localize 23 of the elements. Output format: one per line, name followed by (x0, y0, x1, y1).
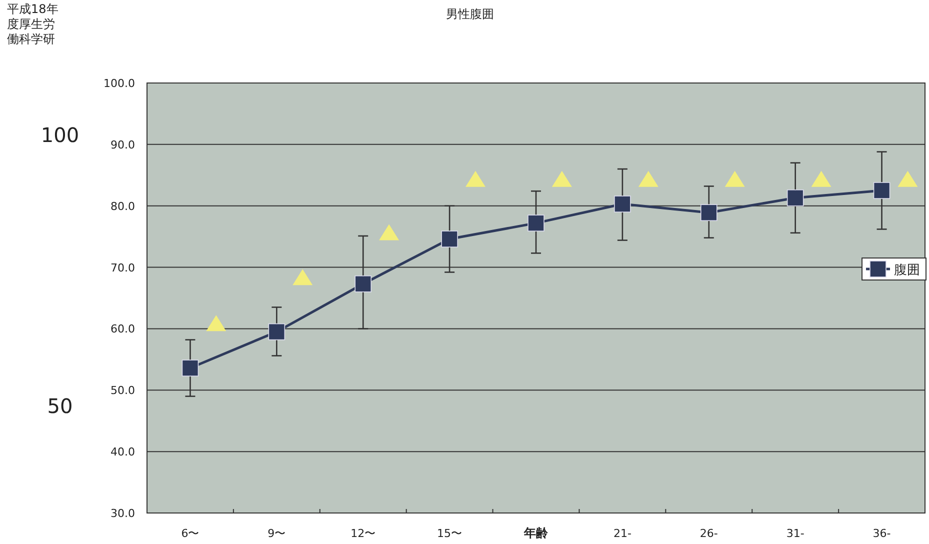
x-axis-title: 年齢 (523, 526, 549, 540)
text: 50 (47, 394, 73, 418)
y-tick-label: 30.0 (110, 507, 135, 520)
y-tick-label: 90.0 (110, 138, 135, 152)
y-tick-label: 70.0 (110, 261, 135, 274)
text: 平成18年度厚生労働科学研 (7, 2, 58, 46)
legend: 腹囲 (862, 258, 926, 280)
chart-title: 男性腹囲 (446, 7, 494, 21)
y-tick-label: 40.0 (110, 446, 135, 459)
y-tick-label: 50.0 (110, 384, 135, 398)
x-tick-label: 6〜 (181, 527, 200, 540)
x-tick-label: 31- (786, 527, 804, 540)
x-tick-label: 15〜 (437, 527, 462, 540)
x-tick-label: 12〜 (350, 527, 376, 540)
x-tick-label: 26- (700, 527, 718, 540)
x-tick-label: 21- (613, 527, 632, 540)
y-tick-label: 60.0 (110, 322, 135, 336)
x-tick-label: 36- (872, 527, 891, 540)
y-tick-label: 100.0 (104, 77, 135, 90)
legend-label: 腹囲 (894, 263, 920, 278)
y-tick-label: 80.0 (110, 200, 135, 213)
text: 100 (40, 123, 80, 147)
x-tick-label: 9〜 (268, 527, 286, 540)
